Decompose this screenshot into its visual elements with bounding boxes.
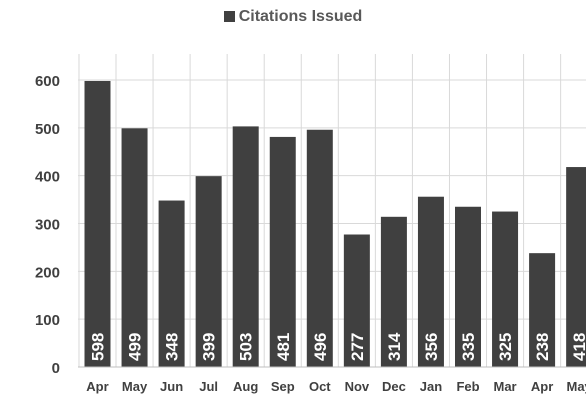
bar: [492, 211, 519, 367]
bar-data-label: 277: [348, 333, 367, 361]
legend: Citations Issued: [0, 8, 586, 26]
x-tick-label: May: [567, 379, 586, 394]
x-tick-label: Jan: [420, 379, 442, 394]
bar: [121, 128, 148, 367]
bar: [158, 200, 185, 367]
x-tick-label: Jul: [199, 379, 218, 394]
y-tick-label: 0: [52, 360, 60, 377]
bar: [566, 167, 586, 367]
bar-data-label: 314: [385, 332, 404, 361]
x-tick-label: May: [122, 379, 148, 394]
x-tick-label: Aug: [233, 379, 258, 394]
legend-swatch: [223, 11, 235, 22]
bar-data-label: 399: [200, 333, 219, 361]
bar: [306, 129, 333, 367]
x-tick-label: Oct: [309, 379, 331, 394]
bar-data-label: 418: [570, 333, 586, 361]
bar-data-label: 481: [274, 333, 293, 361]
x-tick-label: Feb: [456, 379, 479, 394]
y-tick-label: 400: [35, 169, 60, 186]
bar-data-label: 496: [311, 333, 330, 361]
x-tick-label: Sep: [271, 379, 295, 394]
x-tick-label: Mar: [493, 379, 516, 394]
x-tick-label: Apr: [86, 379, 108, 394]
x-tick-label: Jun: [160, 379, 183, 394]
bar: [343, 234, 370, 367]
x-tick-label: Nov: [345, 379, 370, 394]
y-tick-label: 100: [35, 312, 60, 329]
bar: [269, 136, 296, 367]
bar: [455, 206, 481, 367]
bar-data-label: 325: [496, 333, 515, 361]
bar-data-label: 335: [459, 333, 478, 361]
legend-label: Citations Issued: [238, 8, 363, 25]
x-tick-label: Apr: [531, 379, 553, 394]
bar-data-label: 499: [126, 333, 145, 361]
x-tick-label: Dec: [382, 379, 406, 394]
y-tick-label: 500: [35, 121, 60, 138]
bar: [380, 216, 407, 367]
bar-data-label: 503: [237, 333, 256, 361]
y-tick-label: 600: [35, 73, 60, 90]
y-tick-label: 300: [35, 217, 60, 234]
bar: [529, 253, 556, 367]
bar-data-label: 598: [89, 333, 108, 361]
bar-data-label: 238: [533, 333, 552, 361]
bar: [417, 196, 444, 367]
bar-data-label: 348: [163, 333, 182, 361]
bar-data-label: 356: [422, 333, 441, 361]
bar: [195, 176, 222, 367]
y-tick-label: 200: [35, 264, 60, 281]
bar: [84, 80, 111, 367]
bar: [232, 126, 259, 367]
